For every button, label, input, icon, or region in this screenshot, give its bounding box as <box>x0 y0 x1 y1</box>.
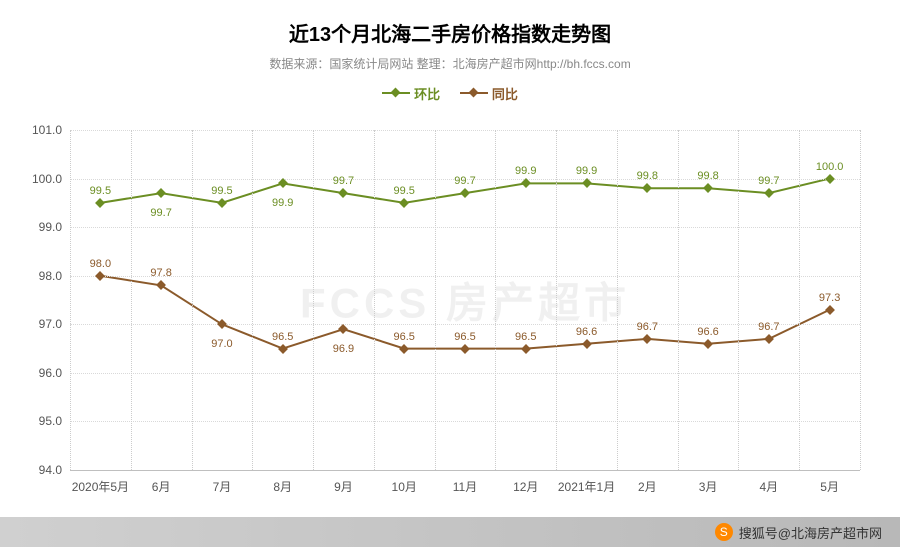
data-point-label: 96.6 <box>576 326 597 338</box>
data-point-label: 99.7 <box>333 175 354 187</box>
y-axis-label: 100.0 <box>32 172 70 186</box>
data-point-label: 96.7 <box>637 321 658 333</box>
legend-swatch-tongbi <box>460 92 488 94</box>
x-axis-label: 7月 <box>213 470 232 495</box>
x-axis-label: 2021年1月 <box>558 470 615 495</box>
data-point-label: 99.5 <box>394 185 415 197</box>
x-axis-label: 8月 <box>273 470 292 495</box>
data-point-label: 99.9 <box>515 165 536 177</box>
gridline-h <box>70 276 860 277</box>
data-point-label: 99.9 <box>576 165 597 177</box>
x-axis-label: 3月 <box>699 470 718 495</box>
data-point-label: 99.7 <box>150 207 171 219</box>
x-axis-label: 12月 <box>513 470 538 495</box>
legend-item-tongbi: 同比 <box>460 84 518 103</box>
y-axis-label: 98.0 <box>39 269 70 283</box>
x-axis-label: 11月 <box>453 470 477 495</box>
gridline-v <box>799 130 800 470</box>
legend-item-huanbi: 环比 <box>382 84 440 103</box>
gridline-h <box>70 373 860 374</box>
data-point-label: 99.7 <box>758 175 779 187</box>
y-axis-label: 94.0 <box>39 463 70 477</box>
x-axis-label: 9月 <box>334 470 353 495</box>
data-point-label: 96.7 <box>758 321 779 333</box>
footer-label: 搜狐号@北海房产超市网 <box>739 523 882 542</box>
gridline-v <box>860 130 861 470</box>
data-point-label: 99.5 <box>211 185 232 197</box>
data-point-label: 96.5 <box>454 331 475 343</box>
gridline-h <box>70 227 860 228</box>
legend: 环比 同比 <box>0 82 900 103</box>
data-point-label: 98.0 <box>90 258 111 270</box>
data-point-label: 99.8 <box>697 170 718 182</box>
gridline-h <box>70 421 860 422</box>
x-axis-label: 10月 <box>392 470 417 495</box>
source-footer: S 搜狐号@北海房产超市网 <box>0 517 900 547</box>
chart-title: 近13个月北海二手房价格指数走势图 <box>0 0 900 47</box>
x-axis-label: 4月 <box>760 470 779 495</box>
data-point-label: 96.6 <box>697 326 718 338</box>
data-point-label: 99.7 <box>454 175 475 187</box>
gridline-v <box>738 130 739 470</box>
gridline-v <box>252 130 253 470</box>
data-point-label: 99.9 <box>272 197 293 209</box>
y-axis-label: 101.0 <box>32 123 70 137</box>
gridline-v <box>435 130 436 470</box>
chart-subtitle: 数据来源：国家统计局网站 整理：北海房产超市网http://bh.fccs.co… <box>0 55 900 72</box>
y-axis-label: 95.0 <box>39 414 70 428</box>
chart-container: 近13个月北海二手房价格指数走势图 数据来源：国家统计局网站 整理：北海房产超市… <box>0 0 900 520</box>
gridline-v <box>192 130 193 470</box>
data-point-label: 96.5 <box>272 331 293 343</box>
gridline-v <box>70 130 71 470</box>
gridline-v <box>313 130 314 470</box>
data-point-label: 100.0 <box>816 161 844 173</box>
legend-swatch-huanbi <box>382 92 410 94</box>
gridline-v <box>374 130 375 470</box>
gridline-h <box>70 130 860 131</box>
data-point-label: 96.5 <box>515 331 536 343</box>
data-point-label: 99.5 <box>90 185 111 197</box>
sohu-logo-icon: S <box>715 523 733 541</box>
x-axis-label: 2月 <box>638 470 657 495</box>
gridline-v <box>556 130 557 470</box>
x-axis-label: 5月 <box>820 470 839 495</box>
plot-area: FCCS 房产超市 94.095.096.097.098.099.0100.01… <box>70 130 860 470</box>
data-point-label: 99.8 <box>637 170 658 182</box>
gridline-v <box>495 130 496 470</box>
x-axis-label: 2020年5月 <box>72 470 129 495</box>
data-point-label: 97.3 <box>819 292 840 304</box>
gridline-v <box>131 130 132 470</box>
gridline-v <box>678 130 679 470</box>
data-point-label: 96.9 <box>333 343 354 355</box>
gridline-h <box>70 324 860 325</box>
data-point-label: 97.8 <box>150 267 171 279</box>
data-point-label: 97.0 <box>211 338 232 350</box>
data-point-label: 96.5 <box>394 331 415 343</box>
y-axis-label: 99.0 <box>39 220 70 234</box>
legend-label: 环比 <box>414 84 440 103</box>
y-axis-label: 97.0 <box>39 317 70 331</box>
screenshot-frame: 近13个月北海二手房价格指数走势图 数据来源：国家统计局网站 整理：北海房产超市… <box>0 0 900 547</box>
legend-label: 同比 <box>492 84 518 103</box>
x-axis-label: 6月 <box>152 470 171 495</box>
gridline-v <box>617 130 618 470</box>
y-axis-label: 96.0 <box>39 366 70 380</box>
